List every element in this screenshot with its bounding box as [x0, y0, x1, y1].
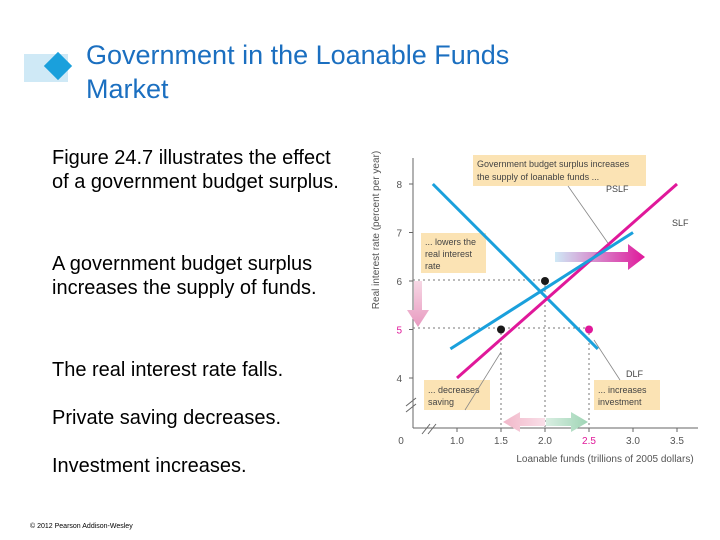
equilibrium-point — [541, 277, 549, 285]
slide-title: Government in the Loanable Funds Market — [86, 40, 510, 104]
y-axis-break — [405, 403, 417, 413]
annotation-rate-line2: real interest — [425, 249, 473, 259]
leader-line — [593, 339, 621, 381]
y-axis-break — [405, 397, 417, 407]
curve-label: SLF — [672, 218, 689, 228]
x-tick-label: 2.0 — [538, 436, 552, 447]
supply-shift-arrow — [555, 244, 645, 270]
bullet-item: The real interest rate falls. — [52, 359, 284, 381]
annotation-saving-line1: ... decreases — [428, 385, 480, 395]
annotation-surplus-line1: Government budget surplus increases — [477, 159, 630, 169]
y-axis-title: Real interest rate (percent per year) — [371, 151, 382, 309]
y-tick-label: 4 — [396, 374, 402, 385]
leader-line — [567, 185, 611, 247]
annotation-rate-line1: ... lowers the — [425, 237, 476, 247]
bullet-item: A government budget surplus increases th… — [52, 253, 317, 299]
annotation-box — [473, 155, 646, 186]
x-tick-label: 0 — [398, 436, 404, 447]
x-axis-break — [427, 423, 437, 435]
bullet-item: Private saving decreases. — [52, 407, 282, 429]
equilibrium-point — [585, 325, 593, 334]
annotation-box — [424, 380, 490, 410]
annotation-surplus-line2: the supply of loanable funds ... — [477, 172, 599, 182]
saving-decrease-arrow — [503, 412, 545, 432]
x-tick-label: 1.0 — [450, 436, 464, 447]
annotation-investment-line1: ... increases — [598, 385, 647, 395]
investment-increase-arrow — [546, 412, 588, 432]
y-tick-label: 8 — [396, 180, 402, 191]
x-axis-title: Loanable funds (trillions of 2005 dollar… — [516, 454, 693, 465]
curve-label: PSLF — [606, 184, 629, 194]
x-tick-label: 3.0 — [626, 436, 640, 447]
curve-pslf — [431, 182, 599, 350]
curve-slf — [456, 182, 678, 380]
curve-dlf — [449, 231, 634, 351]
annotation-investment-line2: investment — [598, 397, 642, 407]
equilibrium-point — [497, 325, 505, 334]
rate-fall-arrow — [407, 281, 429, 327]
annotation-saving-line2: saving — [428, 397, 454, 407]
bullet-item: Figure 24.7 illustrates the effect of a … — [52, 147, 339, 193]
copyright-notice: © 2012 Pearson Addison-Wesley — [30, 523, 133, 530]
x-tick-label: 1.5 — [494, 436, 508, 447]
bullet-item: Investment increases. — [52, 455, 247, 477]
annotation-rate-line3: rate — [425, 261, 441, 271]
x-axis-break — [421, 423, 431, 435]
y-tick-label: 5 — [396, 326, 402, 337]
x-tick-label: 3.5 — [670, 436, 684, 447]
y-tick-label: 6 — [396, 277, 402, 288]
annotation-box — [594, 380, 660, 410]
curve-label: DLF — [626, 369, 644, 379]
y-tick-label: 7 — [396, 229, 402, 240]
leader-line — [464, 351, 502, 411]
annotation-box — [421, 233, 486, 273]
x-tick-label: 2.5 — [582, 436, 596, 447]
